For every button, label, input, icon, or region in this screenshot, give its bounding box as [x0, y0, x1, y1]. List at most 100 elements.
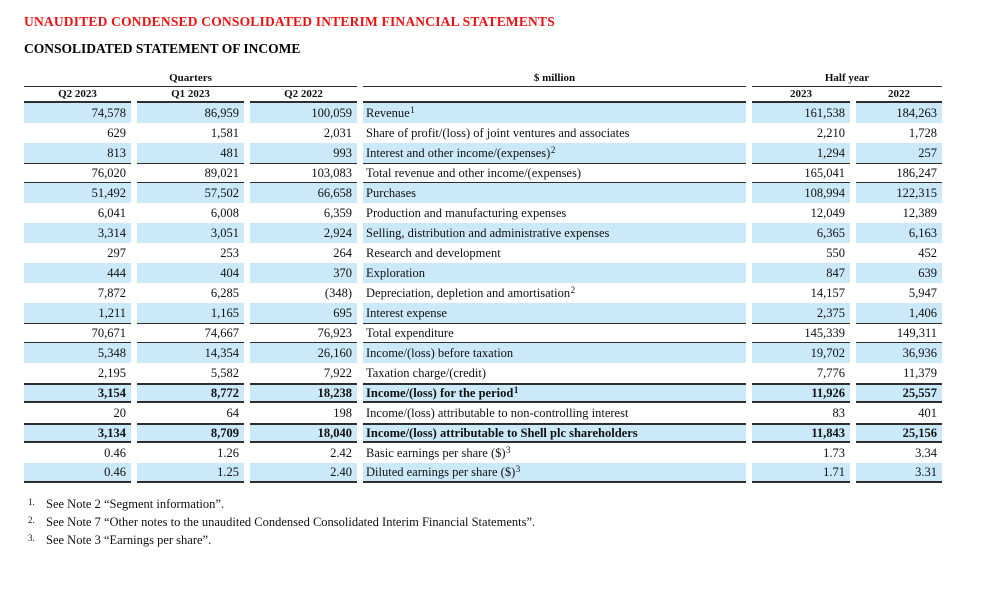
quarter-value-cell: 18,040 — [250, 423, 357, 443]
quarter-value-cell: 3,314 — [24, 223, 131, 243]
row-label: Diluted earnings per share ($) 3 — [363, 463, 746, 483]
quarter-value-cell: 89,021 — [137, 163, 244, 183]
halfyear-value-cell: 25,156 — [856, 423, 942, 443]
quarter-value-cell: 86,959 — [137, 103, 244, 123]
halfyear-value-cell: 108,994 — [752, 183, 850, 203]
footnotes: 1. See Note 2 “Segment information”. 2. See… — [28, 497, 535, 551]
quarter-value-cell: 2.40 — [250, 463, 357, 483]
footnote: 1. See Note 2 “Segment information”. — [28, 497, 535, 515]
footnote-number: 2. — [28, 515, 35, 525]
half-year-group-header: Half year — [752, 70, 942, 87]
table-row: 3,314 3,051 2,924 Selling, distribution and… — [24, 223, 942, 243]
quarter-value-cell: 3,051 — [137, 223, 244, 243]
footnote-text: See Note 2 “Segment information”. — [46, 497, 225, 511]
row-label-text: Interest expense — [366, 305, 447, 320]
quarter-value-cell: 2,195 — [97, 365, 126, 380]
table-row: 7,872 6,285 (348) Depreciation, depletion a… — [24, 283, 942, 303]
quarter-value-cell: 5,348 — [24, 343, 131, 363]
row-label: Exploration — [363, 263, 746, 283]
row-label: Basic earnings per share ($) 3 — [366, 444, 511, 460]
halfyear-value-cell: 11,926 — [752, 383, 850, 403]
halfyear-value-cell: 3.34 — [915, 445, 937, 460]
income-statement-table: Quarters $ million Half year Q2 2023 Q1 … — [24, 70, 942, 483]
quarter-value-cell: 57,502 — [137, 183, 244, 203]
table-row: 5,348 14,354 26,160 Income/(loss) before ta… — [24, 343, 942, 363]
quarter-value-cell: 100,059 — [250, 103, 357, 123]
col-header-q1-2023: Q1 2023 — [137, 87, 244, 103]
footnote-text: See Note 3 “Earnings per share”. — [46, 533, 212, 547]
quarter-value-cell: 14,354 — [137, 343, 244, 363]
table-row: 76,020 89,021 103,083 Total revenue and oth… — [24, 163, 942, 183]
halfyear-value-cell: 11,843 — [752, 423, 850, 443]
quarter-value-cell: 70,671 — [24, 323, 131, 343]
halfyear-value-cell: 1,294 — [752, 143, 850, 163]
quarter-value-cell: 76,020 — [24, 163, 131, 183]
quarter-value-cell: 74,578 — [24, 103, 131, 123]
table-row: 70,671 74,667 76,923 Total expenditure 145,3… — [24, 323, 942, 343]
quarter-value-cell: 695 — [250, 303, 357, 323]
row-label-text: Total revenue and other income/(expenses… — [366, 165, 582, 180]
quarter-value-cell: 2,924 — [250, 223, 357, 243]
halfyear-value-cell: 5,947 — [908, 285, 937, 300]
halfyear-value-cell: 25,557 — [856, 383, 942, 403]
row-label: Income/(loss) before taxation — [363, 343, 746, 363]
footnote-text: See Note 7 “Other notes to the unaudited… — [46, 515, 536, 529]
quarter-value-cell: 813 — [24, 143, 131, 163]
quarter-value-cell: 2.42 — [330, 445, 352, 460]
halfyear-value-cell: 401 — [918, 405, 937, 420]
quarter-value-cell: 8,709 — [137, 423, 244, 443]
row-label: Income/(loss) attributable to non-contro… — [363, 403, 746, 423]
table-row: 51,492 57,502 66,658 Purchases 108,994 122,31… — [24, 183, 942, 203]
footnote: 2. See Note 7 “Other notes to the unaudit… — [28, 515, 535, 533]
halfyear-value-cell: 11,379 — [903, 365, 937, 380]
quarter-value-cell: 253 — [220, 245, 239, 260]
quarter-value-cell: 6,041 — [97, 205, 126, 220]
halfyear-value-cell: 3.31 — [856, 463, 942, 483]
table-row: 74,578 86,959 100,059 Revenue 1 161,538 184,26… — [24, 103, 942, 123]
col-header-description-spacer — [363, 87, 746, 103]
table-row: 0.46 1.25 2.40 Diluted earnings per share (… — [24, 463, 942, 483]
quarter-value-cell: 51,492 — [24, 183, 131, 203]
quarter-value-cell: 26,160 — [250, 343, 357, 363]
row-label-text: Purchases — [366, 185, 416, 200]
income-table-body: 74,578 86,959 100,059 Revenue 1 161,538 184,26… — [24, 103, 942, 483]
row-label-text: Income/(loss) before taxation — [366, 345, 514, 360]
page-title: UNAUDITED CONDENSED CONSOLIDATED INTERIM… — [24, 14, 555, 29]
halfyear-value-cell: 122,315 — [856, 183, 942, 203]
quarter-value-cell: 264 — [333, 245, 352, 260]
halfyear-value-cell: 145,339 — [752, 323, 850, 343]
quarter-value-cell: 993 — [250, 143, 357, 163]
row-label-text: Diluted earnings per share ($) — [366, 464, 516, 479]
quarter-value-cell: 1.25 — [137, 463, 244, 483]
row-label: Share of profit/(loss) of joint ventures… — [363, 123, 746, 143]
table-row: 0.46 1.26 2.42 Basic earnings per share ($)… — [24, 443, 942, 463]
halfyear-value-cell: 2,210 — [816, 125, 845, 140]
halfyear-value-cell: 2,375 — [752, 303, 850, 323]
halfyear-value-cell: 6,163 — [856, 223, 942, 243]
table-group-header-row: Quarters $ million Half year — [24, 70, 942, 87]
quarter-value-cell: (348) — [324, 285, 352, 300]
halfyear-value-cell: 1,728 — [908, 125, 937, 140]
quarter-value-cell: 103,083 — [250, 163, 357, 183]
row-label-text: Income/(loss) attributable to Shell plc … — [366, 425, 638, 440]
row-label-text: Selling, distribution and administrative… — [366, 225, 610, 240]
halfyear-value-cell: 184,263 — [856, 103, 942, 123]
table-row: 2,195 5,582 7,922 Taxation charge/(credit) 7… — [24, 363, 942, 383]
row-label-text: Depreciation, depletion and amortisation — [366, 285, 571, 300]
row-label: Interest expense — [363, 303, 746, 323]
quarter-value-cell: 629 — [107, 125, 126, 140]
halfyear-value-cell: 1.71 — [752, 463, 850, 483]
halfyear-value-cell: 36,936 — [856, 343, 942, 363]
quarter-value-cell: 76,923 — [250, 323, 357, 343]
row-label: Revenue 1 — [363, 103, 746, 123]
col-header-hy-2023: 2023 — [752, 87, 850, 103]
row-label: Income/(loss) for the period 1 — [363, 383, 746, 403]
row-label: Total expenditure — [363, 323, 746, 343]
row-label-text: Production and manufacturing expenses — [366, 205, 567, 220]
table-row: 1,211 1,165 695 Interest expense 2,375 1,406 — [24, 303, 942, 323]
quarter-value-cell: 18,238 — [250, 383, 357, 403]
row-label: Depreciation, depletion and amortisation… — [366, 284, 576, 300]
quarter-value-cell: 7,872 — [97, 285, 126, 300]
table-row: 3,134 8,709 18,040 Income/(loss) attributab… — [24, 423, 942, 443]
